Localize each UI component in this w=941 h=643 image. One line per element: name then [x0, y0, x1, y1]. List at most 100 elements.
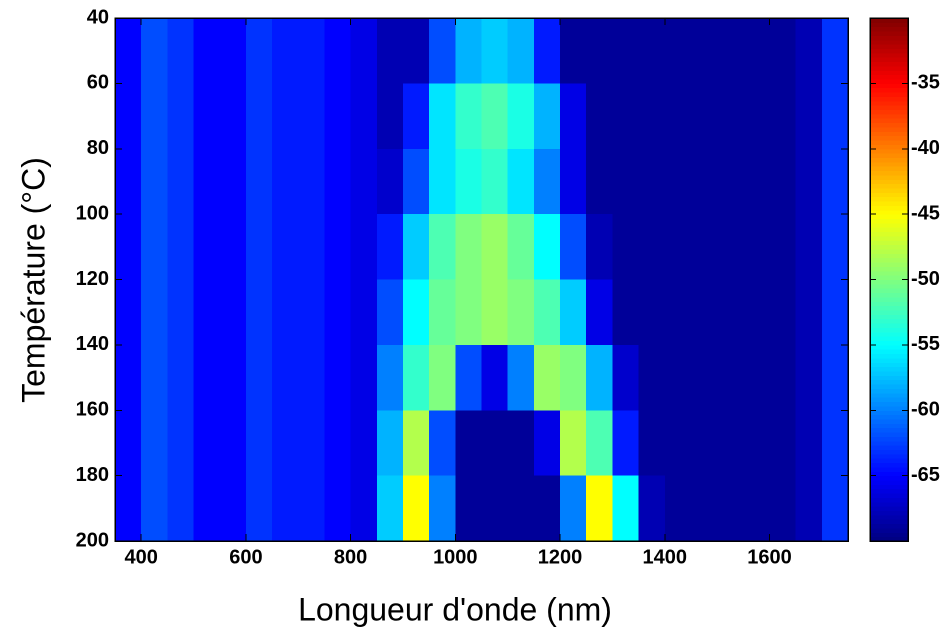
heatmap-cell: [533, 83, 561, 150]
heatmap-cell: [350, 410, 378, 477]
colorbar-swatch: [870, 179, 908, 185]
colorbar-swatch: [870, 275, 908, 280]
heatmap-cell: [795, 344, 823, 411]
heatmap-cell: [376, 344, 404, 411]
heatmap-cell: [560, 18, 587, 84]
heatmap-cell: [402, 279, 430, 346]
colorbar-swatch: [870, 423, 908, 429]
y-tick-label: 40: [87, 6, 109, 28]
heatmap-cell: [690, 475, 718, 542]
heatmap-cell: [638, 475, 666, 542]
heatmap-cell: [402, 148, 430, 215]
heatmap-cell: [455, 83, 482, 150]
x-tick-label: 800: [334, 546, 367, 568]
heatmap-cell: [115, 344, 142, 411]
heatmap-cell: [690, 344, 718, 411]
heatmap-cell: [429, 18, 456, 84]
heatmap-cell: [245, 279, 273, 346]
heatmap-cell: [507, 83, 535, 150]
heatmap-cell: [193, 148, 221, 215]
heatmap-cell: [115, 148, 142, 215]
heatmap-cell: [429, 83, 456, 150]
heatmap-cell: [664, 410, 692, 477]
heatmap-cell: [769, 410, 797, 477]
heatmap-cell: [481, 83, 509, 150]
heatmap-cell: [638, 344, 666, 411]
colorbar-swatch: [870, 87, 908, 93]
colorbar-swatch: [870, 331, 908, 337]
colorbar-swatch: [870, 392, 908, 398]
heatmap-cell: [141, 344, 168, 411]
colorbar-swatch: [870, 283, 908, 289]
colorbar-swatch: [870, 497, 908, 503]
heatmap-cell: [298, 18, 325, 84]
heatmap-cell: [115, 214, 142, 280]
colorbar-swatch: [870, 240, 908, 246]
colorbar-swatch: [870, 266, 908, 272]
heatmap-cell: [245, 18, 273, 84]
heatmap-cell: [193, 214, 221, 280]
colorbar-swatch: [870, 92, 908, 97]
heatmap-cell: [193, 475, 221, 542]
heatmap-cell: [219, 18, 247, 84]
heatmap-cell: [481, 410, 509, 477]
heatmap-cell: [272, 18, 299, 84]
colorbar-swatch: [870, 292, 908, 298]
heatmap-cell: [533, 410, 561, 477]
colorbar-swatch: [870, 126, 908, 132]
heatmap-cell: [115, 18, 142, 84]
heatmap-cell: [664, 279, 692, 346]
heatmap-cell: [560, 214, 587, 280]
heatmap-cell: [350, 18, 378, 84]
heatmap-cell: [141, 148, 168, 215]
heatmap-cell: [167, 279, 195, 346]
colorbar-swatch: [870, 475, 908, 481]
heatmap-cell: [795, 18, 823, 84]
heatmap-cell: [612, 279, 640, 346]
heatmap-cell: [769, 83, 797, 150]
y-tick-label: 140: [76, 333, 109, 355]
colorbar-swatch: [870, 244, 908, 250]
colorbar-tick-label: -40: [911, 137, 940, 159]
heatmap-cell: [507, 410, 535, 477]
heatmap-cell: [219, 279, 247, 346]
heatmap-cell: [376, 148, 404, 215]
heatmap-cell: [743, 214, 770, 280]
colorbar-swatch: [870, 458, 908, 464]
heatmap-cell: [141, 475, 168, 542]
heatmap-cell: [455, 344, 482, 411]
heatmap-cell: [560, 279, 587, 346]
colorbar-swatch: [870, 510, 908, 516]
colorbar-swatch: [870, 65, 908, 71]
colorbar-swatch: [870, 462, 908, 468]
heatmap-cell: [324, 410, 352, 477]
heatmap-cell: [638, 279, 666, 346]
colorbar-swatch: [870, 323, 908, 328]
heatmap-cell: [795, 214, 823, 280]
colorbar-swatch: [870, 349, 908, 355]
heatmap-cell: [376, 475, 404, 542]
heatmap-cell: [115, 279, 142, 346]
heatmap-cell: [821, 279, 849, 346]
colorbar-swatch: [870, 401, 908, 407]
heatmap-cell: [167, 214, 195, 280]
heatmap-cell: [586, 148, 613, 215]
heatmap-cell: [769, 475, 797, 542]
colorbar-swatch: [870, 157, 908, 163]
heatmap-cell: [612, 83, 640, 150]
heatmap-cell: [586, 410, 613, 477]
colorbar-swatch: [870, 109, 908, 115]
heatmap-cell: [324, 344, 352, 411]
colorbar-swatch: [870, 519, 908, 525]
heatmap-cell: [298, 344, 325, 411]
colorbar-swatch: [870, 253, 908, 259]
colorbar-swatch: [870, 466, 908, 472]
colorbar-swatch: [870, 18, 908, 23]
x-tick-label: 1400: [643, 546, 688, 568]
heatmap-cell: [193, 279, 221, 346]
heatmap-cell: [586, 18, 613, 84]
heatmap-cell: [743, 18, 770, 84]
heatmap-cell: [245, 410, 273, 477]
heatmap-cell: [429, 410, 456, 477]
heatmap-cell: [455, 214, 482, 280]
